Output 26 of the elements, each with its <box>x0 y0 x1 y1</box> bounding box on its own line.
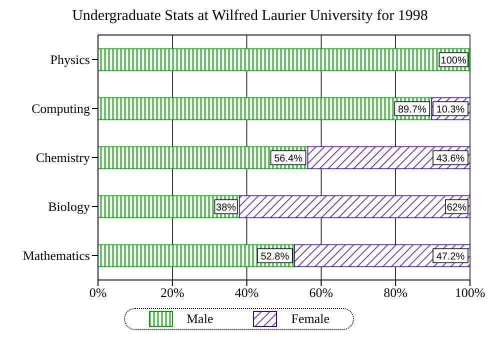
data-label: 52.8% <box>260 252 290 263</box>
x-tick-label: 20% <box>160 285 184 300</box>
data-label: 47.2% <box>436 252 465 263</box>
x-tick-label: 0% <box>89 285 107 300</box>
x-tick-label: 80% <box>384 285 408 300</box>
data-label: 100% <box>440 56 466 67</box>
data-label: 10.3% <box>436 104 465 116</box>
y-tick-label: Mathematics <box>22 248 90 264</box>
data-label: 89.7% <box>398 104 426 116</box>
x-tick-label: 60% <box>309 285 334 300</box>
y-tick-label: Computing <box>31 101 90 116</box>
x-tick-label: 40% <box>234 285 259 300</box>
x-tick-label: 100% <box>454 285 486 300</box>
bar <box>98 195 240 218</box>
chart-title: Undergraduate Stats at Wilfred Laurier University for 1998 <box>71 8 429 26</box>
bar <box>98 48 470 72</box>
data-label: 62% <box>446 202 467 214</box>
y-tick-label: Physics <box>50 52 90 68</box>
legend-label: Male <box>186 311 214 327</box>
data-label: 38% <box>216 202 236 214</box>
y-tick-label: Chemistry <box>36 150 90 166</box>
data-label: 56.4% <box>274 154 303 165</box>
y-tick-label: Biology <box>48 199 90 214</box>
legend-label: Female <box>290 311 330 327</box>
data-label: 43.6% <box>436 154 465 165</box>
bar <box>98 146 308 170</box>
